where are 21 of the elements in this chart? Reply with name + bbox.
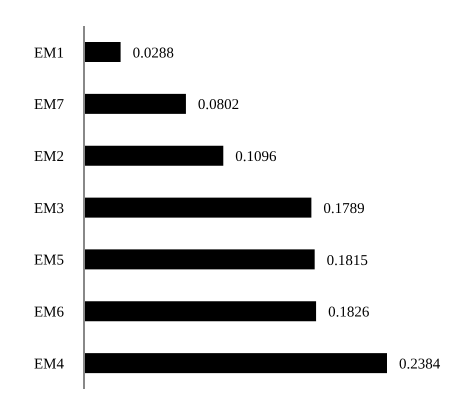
data-label: 0.1815 bbox=[326, 252, 368, 269]
y-tick-label: EM7 bbox=[34, 97, 64, 114]
data-label: 0.0802 bbox=[198, 97, 240, 114]
y-tick-label: EM3 bbox=[34, 200, 64, 217]
bar bbox=[84, 42, 121, 62]
data-label: 0.1789 bbox=[323, 200, 365, 217]
bar bbox=[84, 146, 224, 166]
y-tick-label: EM1 bbox=[34, 45, 64, 62]
bar bbox=[84, 301, 316, 322]
data-label: 0.1096 bbox=[235, 149, 278, 166]
data-label: 0.1826 bbox=[328, 304, 370, 321]
bar bbox=[84, 249, 315, 270]
y-tick-label: EM6 bbox=[34, 304, 64, 321]
bar bbox=[84, 94, 186, 114]
y-tick-label: EM2 bbox=[34, 148, 64, 165]
data-label: 0.0288 bbox=[132, 45, 174, 62]
y-tick-label: EM5 bbox=[34, 252, 64, 269]
bar bbox=[84, 198, 312, 218]
data-label: 0.2384 bbox=[399, 356, 441, 372]
bar bbox=[84, 353, 387, 374]
y-tick-label: EM4 bbox=[34, 356, 64, 372]
